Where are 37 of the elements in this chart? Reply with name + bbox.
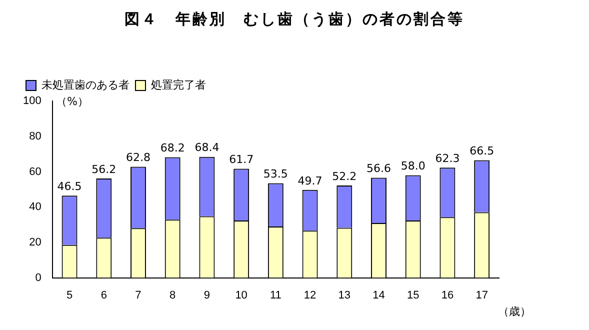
total-label: 68.4	[194, 141, 220, 154]
x-tick-label: 13	[338, 289, 351, 302]
total-label: 61.7	[229, 153, 254, 166]
x-tick-label: 6	[100, 289, 107, 302]
x-tick-label: 8	[170, 289, 176, 302]
x-tick-label: 10	[235, 289, 248, 302]
y-tick-label: 40	[29, 201, 42, 214]
y-tick-label: 100	[22, 95, 42, 108]
y-tick-label: 80	[29, 130, 42, 142]
total-label: 53.5	[263, 168, 288, 181]
x-tick-label: 12	[304, 289, 316, 302]
y-tick-label: 60	[29, 166, 42, 178]
chart-title: 図４ 年齢別 むし歯（う歯）の者の割合等	[124, 10, 466, 29]
x-tick-label: 5	[66, 289, 73, 302]
x-tick-label: 16	[441, 289, 454, 302]
legend-label: 未処置歯のある者	[42, 78, 130, 92]
x-tick-label: 17	[476, 289, 488, 302]
total-label: 46.5	[57, 180, 82, 193]
y-tick-label: 0	[35, 272, 42, 284]
x-tick-label: 7	[135, 289, 142, 302]
y-tick-label: 20	[29, 236, 42, 248]
x-tick-label: 15	[406, 289, 420, 302]
x-tick-label: 14	[372, 289, 385, 302]
total-label: 56.6	[366, 162, 391, 176]
total-label: 68.2	[160, 142, 185, 155]
legend-label: 処置完了者	[151, 78, 206, 92]
total-label: 66.5	[470, 144, 494, 158]
y-axis-title: （%）	[56, 94, 88, 109]
x-axis-title: （歳）	[498, 304, 531, 319]
total-label: 58.0	[400, 160, 426, 173]
total-label: 49.7	[298, 174, 322, 188]
total-label: 56.2	[92, 162, 116, 176]
total-label: 62.8	[126, 151, 150, 164]
total-label: 62.3	[435, 152, 460, 166]
total-label: 52.2	[332, 170, 357, 183]
x-tick-label: 11	[270, 289, 282, 302]
x-tick-label: 9	[204, 289, 210, 302]
